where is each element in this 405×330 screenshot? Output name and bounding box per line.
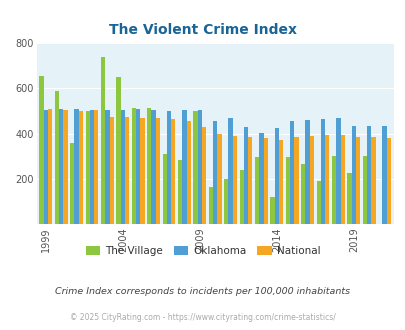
Bar	[305, 120, 309, 224]
Bar	[309, 136, 313, 224]
Bar	[274, 128, 278, 224]
Bar	[263, 138, 267, 224]
Bar	[63, 110, 68, 224]
Bar	[43, 110, 48, 224]
Bar	[285, 157, 289, 224]
Bar	[151, 110, 156, 224]
Bar	[254, 157, 258, 224]
Bar	[382, 126, 386, 224]
Bar	[201, 127, 206, 224]
Bar	[294, 137, 298, 224]
Text: Crime Index corresponds to incidents per 100,000 inhabitants: Crime Index corresponds to incidents per…	[55, 287, 350, 296]
Bar	[105, 110, 109, 224]
Bar	[340, 135, 344, 224]
Bar	[136, 109, 140, 224]
Bar	[131, 108, 136, 224]
Bar	[55, 90, 59, 224]
Bar	[217, 134, 221, 224]
Bar	[362, 156, 366, 224]
Bar	[140, 118, 144, 224]
Bar	[270, 197, 274, 224]
Bar	[74, 109, 79, 224]
Bar	[316, 181, 320, 224]
Bar	[232, 136, 237, 224]
Bar	[335, 118, 340, 224]
Bar	[228, 118, 232, 224]
Bar	[39, 76, 43, 224]
Bar	[331, 156, 335, 224]
Bar	[289, 121, 294, 224]
Bar	[186, 121, 190, 224]
Bar	[120, 110, 125, 224]
Bar	[177, 160, 182, 224]
Bar	[85, 111, 90, 224]
Bar	[213, 121, 217, 224]
Bar	[70, 143, 74, 224]
Bar	[166, 111, 171, 224]
Text: © 2025 CityRating.com - https://www.cityrating.com/crime-statistics/: © 2025 CityRating.com - https://www.city…	[70, 313, 335, 322]
Bar	[366, 126, 371, 224]
Bar	[197, 110, 201, 224]
Bar	[247, 137, 252, 224]
Bar	[301, 164, 305, 224]
Bar	[48, 109, 52, 224]
Bar	[258, 133, 263, 224]
Bar	[171, 119, 175, 224]
Bar	[182, 110, 186, 224]
Bar	[109, 116, 113, 224]
Bar	[324, 135, 328, 224]
Bar	[208, 187, 213, 224]
Bar	[278, 141, 283, 224]
Bar	[162, 154, 166, 224]
Bar	[320, 119, 324, 224]
Bar	[371, 137, 375, 224]
Bar	[125, 116, 129, 224]
Bar	[147, 108, 151, 224]
Bar	[79, 111, 83, 224]
Bar	[90, 110, 94, 224]
Text: The Violent Crime Index: The Violent Crime Index	[109, 23, 296, 37]
Bar	[101, 56, 105, 224]
Bar	[94, 110, 98, 224]
Bar	[243, 127, 247, 224]
Bar	[355, 137, 359, 224]
Bar	[59, 109, 63, 224]
Bar	[239, 170, 243, 224]
Bar	[351, 126, 355, 224]
Bar	[346, 173, 351, 224]
Bar	[193, 111, 197, 224]
Bar	[156, 118, 160, 224]
Legend: The Village, Oklahoma, National: The Village, Oklahoma, National	[81, 242, 324, 260]
Bar	[116, 77, 120, 224]
Bar	[386, 138, 390, 224]
Bar	[224, 179, 228, 224]
